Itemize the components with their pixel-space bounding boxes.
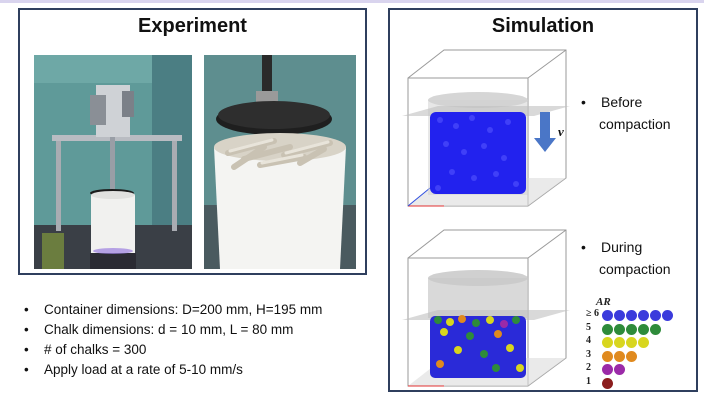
ar-legend-ball: [602, 323, 613, 335]
before-label-line1: Before: [601, 94, 643, 110]
list-item: Container dimensions: D=200 mm, H=195 mm: [22, 300, 322, 320]
ar-legend-ball: [602, 364, 613, 375]
list-item: Apply load at a rate of 5-10 mm/s: [22, 360, 322, 380]
ar-legend-ball: [602, 377, 613, 389]
ar-legend-ball: [602, 350, 613, 362]
ar-legend-ball: [662, 310, 673, 321]
ar-legend-ball: [638, 323, 649, 335]
experiment-panel: Experiment: [18, 8, 367, 275]
ar-legend-ball: [614, 364, 625, 375]
ar-legend-ball: [626, 310, 637, 321]
ar-legend-ball: [602, 337, 613, 348]
ar-legend-label: 4: [586, 335, 591, 346]
bullet-dot: •: [581, 94, 586, 110]
ar-legend-label: 2: [586, 362, 591, 373]
chalk-container-photo: [204, 55, 356, 269]
ar-legend-label: ≥ 6: [586, 308, 599, 319]
ar-legend-label: 5: [586, 321, 591, 333]
ar-legend-ball: [602, 310, 613, 321]
bullet-dot: •: [581, 239, 586, 255]
ar-legend-label: 3: [586, 348, 591, 360]
ar-legend-ball: [626, 337, 637, 348]
experiment-title: Experiment: [138, 15, 247, 37]
list-item: Chalk dimensions: d = 10 mm, L = 80 mm: [22, 320, 322, 340]
ar-legend-ball: [614, 337, 625, 348]
ar-legend-ball: [614, 350, 625, 362]
simulation-title: Simulation: [491, 15, 595, 37]
ar-legend-ball: [626, 350, 637, 362]
during-compaction-label: • During compaction: [581, 236, 673, 280]
list-item: # of chalks = 300: [22, 340, 322, 360]
during-label-line1: During: [601, 239, 643, 255]
ar-legend-ball: [650, 310, 661, 321]
experiment-rig-photo: [34, 55, 192, 269]
ar-legend-ball: [638, 310, 649, 321]
ar-legend-ball: [638, 337, 649, 348]
before-compaction-label: • Before compaction: [581, 91, 673, 135]
ar-legend-ball: [614, 310, 625, 321]
ar-legend-ball: [650, 323, 661, 335]
velocity-symbol: v: [558, 124, 564, 139]
ar-legend-title: AR: [596, 296, 611, 308]
slide-top-rule: [0, 0, 704, 3]
ar-legend-ball: [626, 323, 637, 335]
experiment-details-list: Container dimensions: D=200 mm, H=195 mm…: [22, 300, 322, 380]
before-compaction-figure: v: [402, 49, 570, 207]
before-label-line2: compaction: [599, 116, 671, 132]
during-compaction-figure: [402, 229, 570, 387]
ar-legend-ball: [614, 323, 625, 335]
ar-legend-label: 1: [586, 375, 591, 387]
during-label-line2: compaction: [599, 261, 671, 277]
